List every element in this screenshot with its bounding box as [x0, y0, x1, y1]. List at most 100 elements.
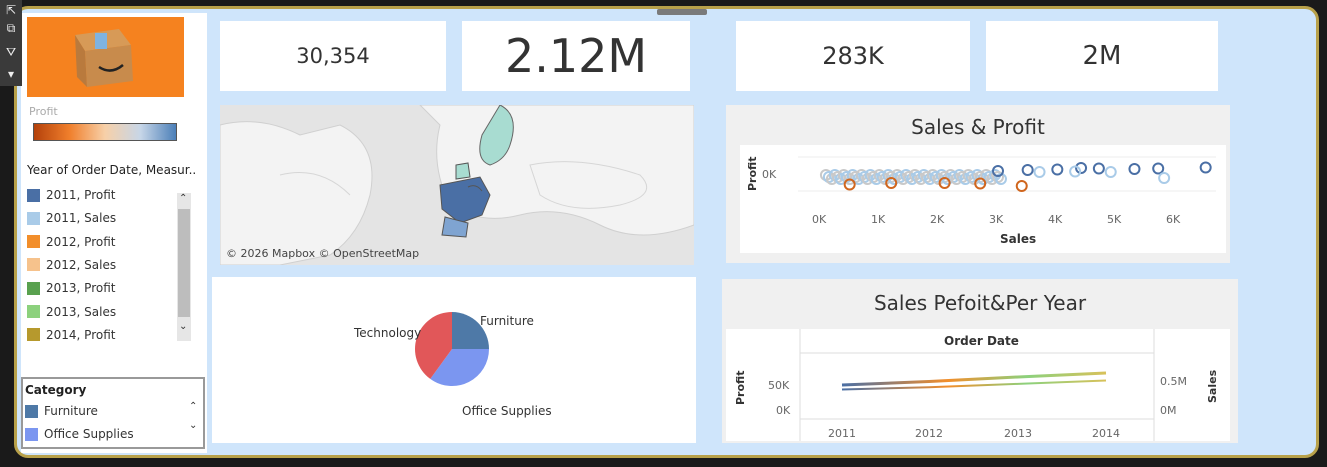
scatter-point[interactable] — [1199, 161, 1212, 174]
scatter-point[interactable] — [974, 177, 987, 190]
year-legend-scrollbar[interactable]: ⌃ ⌄ — [177, 193, 191, 341]
pie-slice-office-supplies[interactable] — [430, 349, 489, 386]
scatter-chart[interactable]: Profit 0K 0K 1K 2K 3K 4K 5K 6K Sales — [726, 105, 1230, 263]
scatter-panel: Sales & Profit Profit 0K 0K 1K 2K 3K 4K 5K 6K … — [726, 105, 1230, 263]
category-scrollbar[interactable]: ⌃ ⌄ — [189, 401, 201, 443]
scatter-point[interactable] — [831, 171, 844, 183]
scatter-point[interactable] — [1069, 165, 1082, 178]
scroll-thumb[interactable] — [178, 209, 190, 317]
pie-slice-technology[interactable] — [415, 312, 452, 379]
year-legend-item[interactable]: 2012, Profit — [27, 232, 115, 252]
scatter-point[interactable] — [1033, 166, 1046, 178]
dashboard-frame: Profit Year of Order Date, Measur.. 2011… — [14, 6, 1319, 458]
line-panel: Sales Pefoit&Per Year Order Date Profit … — [722, 279, 1238, 443]
scatter-point[interactable] — [920, 171, 933, 183]
legend-swatch — [27, 211, 40, 225]
scatter-point[interactable] — [994, 173, 1007, 185]
line-series-sales[interactable] — [841, 379, 1107, 391]
scatter-point[interactable] — [1051, 163, 1064, 176]
pie-label-technology: Technology — [353, 326, 421, 340]
europe-map[interactable] — [220, 105, 694, 265]
scatter-point[interactable] — [992, 165, 1004, 177]
scatter-point[interactable] — [911, 171, 924, 183]
scatter-point[interactable] — [1015, 180, 1028, 192]
year-legend-item[interactable]: 2014, Profit — [27, 325, 115, 345]
line-xtick-year: 2011 — [828, 427, 856, 440]
scatter-point[interactable] — [822, 171, 835, 183]
more-options-icon[interactable]: ▾ — [7, 67, 15, 81]
filter-icon[interactable]: ⛛ — [5, 45, 17, 59]
scatter-xtick: 6K — [1166, 213, 1181, 226]
scatter-point[interactable] — [938, 177, 951, 189]
year-legend-item[interactable]: 2012, Sales — [27, 255, 116, 275]
toolbar: ⇱ ⧉ ⛛ ▾ — [0, 0, 22, 86]
scatter-point[interactable] — [885, 171, 898, 183]
legend-label: Furniture — [44, 404, 98, 418]
open-icon[interactable]: ⧉ — [6, 21, 16, 35]
scatter-point[interactable] — [992, 171, 1004, 183]
scatter-point[interactable] — [894, 171, 907, 183]
year-legend-item[interactable]: 2011, Sales — [27, 208, 116, 228]
map-panel[interactable]: © 2026 Mapbox © OpenStreetMap — [220, 105, 694, 265]
top-resize-grip[interactable] — [657, 9, 707, 15]
year-legend-item[interactable]: 2011, Profit — [27, 185, 115, 205]
pie-panel: Technology Furniture Office Supplies — [212, 277, 696, 443]
profit-color-scale[interactable] — [33, 123, 177, 141]
scatter-xtick: 3K — [989, 213, 1004, 226]
line-xtick-year: 2013 — [1004, 427, 1032, 440]
scatter-point[interactable] — [1158, 172, 1171, 184]
scatter-point[interactable] — [885, 177, 898, 189]
scatter-xtick: 5K — [1107, 213, 1122, 226]
scatter-point[interactable] — [849, 171, 862, 183]
legend-swatch — [27, 188, 40, 202]
scatter-point[interactable] — [938, 171, 951, 183]
year-legend-item[interactable]: 2013, Sales — [27, 302, 116, 322]
scatter-point[interactable] — [1021, 164, 1034, 176]
scatter-point[interactable] — [876, 171, 889, 183]
kpi-profit-value: 283K — [822, 42, 884, 70]
scatter-point[interactable] — [858, 171, 871, 183]
scatter-point[interactable] — [1075, 162, 1088, 174]
scroll-up-icon[interactable]: ⌃ — [189, 401, 198, 412]
scatter-point[interactable] — [843, 178, 856, 191]
line-top-label: Order Date — [944, 334, 1019, 348]
scatter-xtick: 4K — [1048, 213, 1063, 226]
scatter-point[interactable] — [956, 171, 969, 183]
scatter-point[interactable] — [867, 171, 880, 183]
scatter-point[interactable] — [974, 171, 987, 183]
line-left-tick-1: 50K — [768, 379, 790, 392]
scatter-point[interactable] — [947, 171, 960, 183]
scatter-ylabel: Profit — [746, 157, 759, 191]
category-legend-item[interactable]: Office Supplies — [25, 424, 134, 444]
scatter-point[interactable] — [1152, 162, 1165, 175]
kpi-orders: 30,354 — [220, 21, 446, 91]
year-legend-item[interactable]: 2013, Profit — [27, 278, 115, 298]
category-legend-item[interactable]: Furniture — [25, 401, 98, 421]
external-link-icon[interactable]: ⇱ — [5, 3, 17, 17]
scatter-xtick: 1K — [871, 213, 886, 226]
line-chart[interactable]: Order Date Profit Sales 50K 0K 0.5M 0M 2… — [722, 279, 1238, 443]
map-attribution[interactable]: © 2026 Mapbox © OpenStreetMap — [226, 247, 420, 260]
scroll-down-icon[interactable]: ⌄ — [179, 321, 188, 332]
scatter-point[interactable] — [1104, 166, 1117, 178]
pie-label-furniture: Furniture — [480, 314, 534, 328]
scatter-ytick: 0K — [762, 168, 777, 181]
scroll-down-icon[interactable]: ⌄ — [189, 420, 198, 431]
scatter-point[interactable] — [929, 171, 942, 183]
legend-swatch — [27, 235, 40, 249]
scatter-point[interactable] — [903, 171, 915, 183]
scatter-point[interactable] — [983, 171, 996, 183]
legend-label: 2011, Profit — [46, 188, 116, 202]
legend-swatch — [27, 328, 40, 342]
line-series-profit[interactable] — [841, 371, 1107, 387]
scatter-point[interactable] — [1092, 162, 1105, 175]
line-right-tick-1: 0.5M — [1160, 375, 1187, 388]
scatter-point[interactable] — [965, 171, 978, 183]
category-pie-chart[interactable]: Technology Furniture Office Supplies — [212, 277, 696, 443]
scroll-up-icon[interactable]: ⌃ — [179, 193, 188, 204]
scatter-point[interactable] — [1128, 163, 1141, 175]
pie-slice-furniture[interactable] — [452, 312, 489, 349]
scatter-point[interactable] — [840, 171, 853, 183]
kpi-quantity-value: 2M — [1082, 41, 1122, 71]
legend-label: Office Supplies — [44, 427, 134, 441]
